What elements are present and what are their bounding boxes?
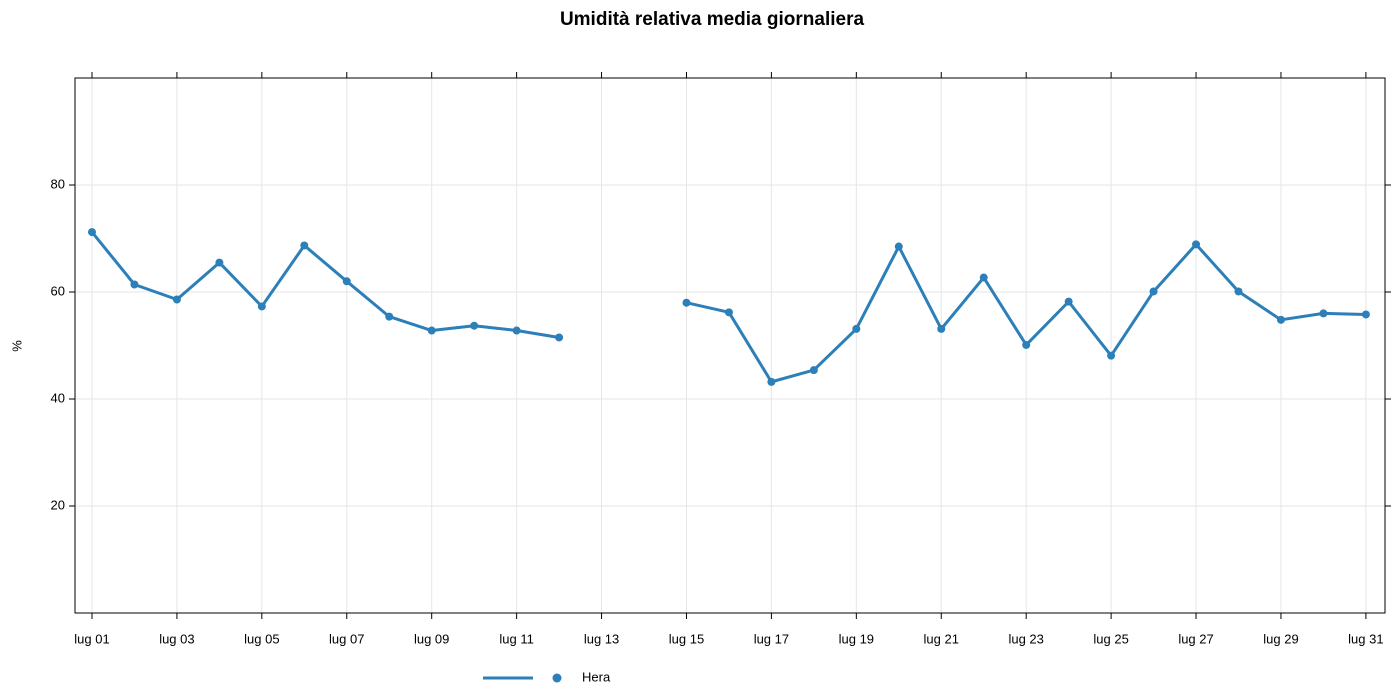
point xyxy=(257,302,266,311)
legend-label: Hera xyxy=(582,669,611,684)
point xyxy=(682,298,691,307)
point xyxy=(1107,351,1116,360)
x-tick-label: lug 03 xyxy=(159,631,194,646)
point xyxy=(342,277,351,286)
point xyxy=(937,324,946,333)
point xyxy=(470,321,479,330)
point xyxy=(130,280,139,289)
y-tick-label: 20 xyxy=(51,497,65,512)
point xyxy=(512,326,521,335)
x-tick-label: lug 27 xyxy=(1178,631,1213,646)
point xyxy=(172,295,181,304)
x-tick-label: lug 05 xyxy=(244,631,279,646)
x-tick-label: lug 29 xyxy=(1263,631,1298,646)
y-tick-label: 80 xyxy=(51,176,65,191)
x-tick-label: lug 01 xyxy=(74,631,109,646)
y-tick-label: 40 xyxy=(51,390,65,405)
x-tick-label: lug 09 xyxy=(414,631,449,646)
point xyxy=(87,228,96,237)
point xyxy=(1234,287,1243,296)
legend-point xyxy=(552,673,562,683)
point xyxy=(1192,240,1201,249)
point xyxy=(1022,340,1031,349)
point xyxy=(385,312,394,321)
point xyxy=(427,326,436,335)
chart-title: Umidità relativa media giornaliera xyxy=(560,9,865,30)
y-axis-label: % xyxy=(9,340,24,352)
x-tick-label: lug 11 xyxy=(499,631,533,646)
point xyxy=(555,333,564,342)
x-tick-label: lug 19 xyxy=(839,631,874,646)
x-tick-label: lug 25 xyxy=(1093,631,1128,646)
x-tick-label: lug 23 xyxy=(1008,631,1043,646)
point xyxy=(1319,309,1328,318)
point xyxy=(215,258,224,267)
y-tick-label: 60 xyxy=(51,283,65,298)
x-tick-label: lug 15 xyxy=(669,631,704,646)
point xyxy=(724,308,733,317)
x-tick-label: lug 21 xyxy=(924,631,959,646)
point xyxy=(1149,287,1158,296)
x-tick-label: lug 07 xyxy=(329,631,364,646)
point xyxy=(1064,297,1073,306)
point xyxy=(300,241,309,250)
point xyxy=(1361,310,1370,319)
line xyxy=(90,231,560,339)
point xyxy=(1276,315,1285,324)
x-tick-label: lug 31 xyxy=(1348,631,1383,646)
point xyxy=(979,273,988,282)
point xyxy=(809,366,818,375)
plot-frame xyxy=(74,77,1386,614)
x-tick-label: lug 13 xyxy=(584,631,619,646)
point xyxy=(767,377,776,386)
point xyxy=(894,242,903,251)
x-tick-label: lug 17 xyxy=(754,631,789,646)
point xyxy=(852,324,861,333)
